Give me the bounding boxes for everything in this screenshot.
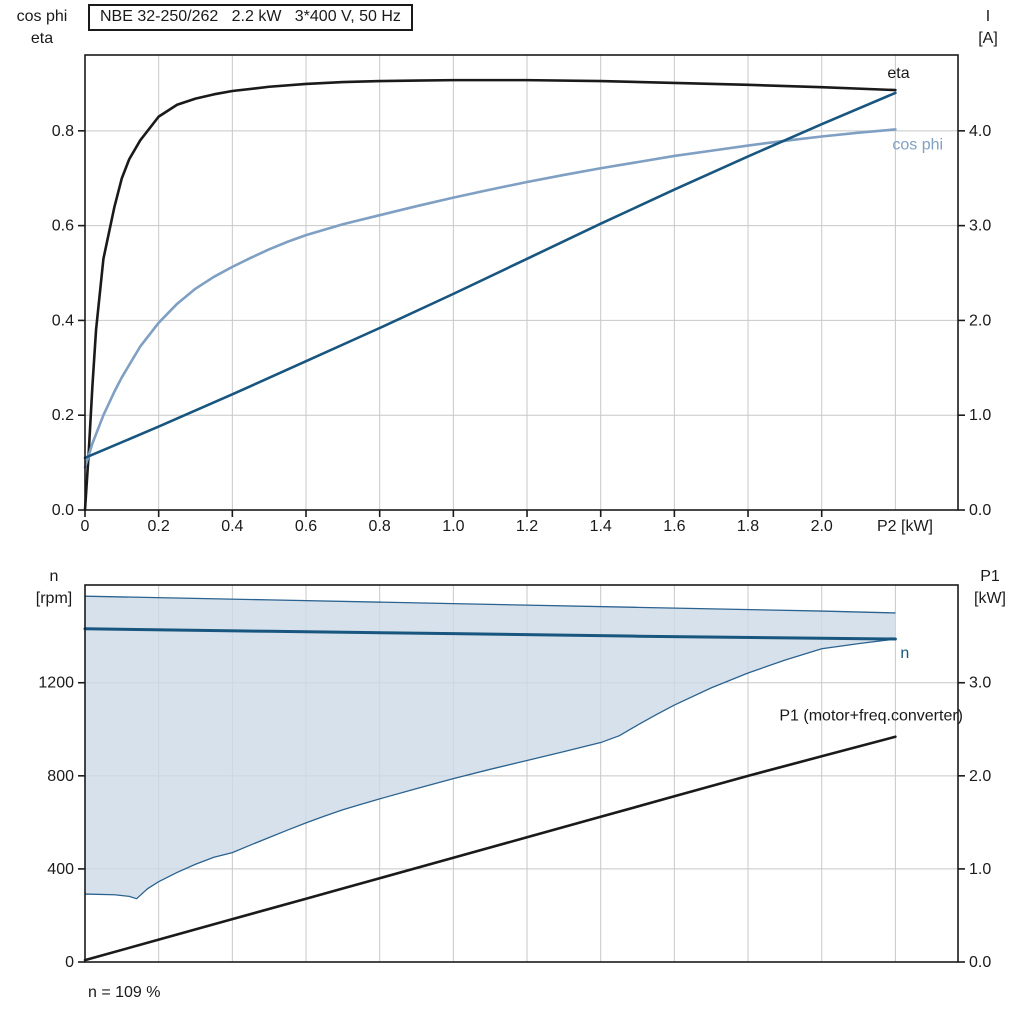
axis-title: cos phi bbox=[17, 8, 68, 25]
curve-label-n: n bbox=[900, 645, 909, 662]
axis-tick-label: 1.6 bbox=[663, 518, 685, 535]
axis-tick-label: 2.0 bbox=[969, 312, 991, 329]
x-axis-label: P2 [kW] bbox=[877, 518, 933, 535]
axis-tick-label: 4.0 bbox=[969, 123, 991, 140]
curve-label-p1: P1 (motor+freq.converter) bbox=[779, 708, 963, 725]
pump-title-box: NBE 32-250/262 2.2 kW 3*400 V, 50 Hz bbox=[88, 4, 413, 31]
chart-speed-power: 0 400 800 1200 n [rpm] 0.0 1.0 2.0 3.0 P1 [kW] n P1 (… bbox=[36, 568, 1006, 971]
axis-tick-label: 1.8 bbox=[737, 518, 759, 535]
axis-tick-label: 1200 bbox=[38, 675, 74, 692]
curve-p1 bbox=[83, 735, 897, 962]
region-boundary-upper bbox=[84, 595, 896, 614]
axis-tick-label: 0.8 bbox=[52, 123, 74, 140]
axis-tick-label: 0.4 bbox=[52, 312, 74, 329]
axis-title: n bbox=[50, 568, 59, 585]
curve-label-cos-phi: cos phi bbox=[892, 136, 943, 153]
axis-tick-label: 1.2 bbox=[516, 518, 538, 535]
axis-tick-label: 3.0 bbox=[969, 218, 991, 235]
axis-tick-label: 1.4 bbox=[590, 518, 612, 535]
axis-tick-label: 0.2 bbox=[52, 407, 74, 424]
axis-title: I bbox=[986, 8, 990, 25]
axis-tick-label: 0 bbox=[65, 954, 74, 971]
curve-cos-phi bbox=[83, 128, 897, 469]
axis-tick-label: 0 bbox=[81, 518, 90, 535]
axis-tick-label: 1.0 bbox=[969, 861, 991, 878]
plot-frame bbox=[84, 584, 959, 963]
axis-title: eta bbox=[31, 30, 53, 47]
curve-eta bbox=[83, 78, 897, 512]
plot-frame bbox=[84, 54, 959, 511]
axis-tick-label: 0.2 bbox=[148, 518, 170, 535]
axis-tick-label: 400 bbox=[47, 861, 74, 878]
axis-title: P1 bbox=[980, 568, 1000, 585]
axis-tick-label: 1.0 bbox=[442, 518, 464, 535]
axis-tick-label: 0.4 bbox=[221, 518, 243, 535]
curve-label-eta: eta bbox=[887, 65, 909, 82]
axis-tick-label: 0.6 bbox=[295, 518, 317, 535]
axis-tick-label: 1.0 bbox=[969, 407, 991, 424]
axis-tick-label: 0.0 bbox=[969, 954, 991, 971]
region-boundary-lower bbox=[84, 638, 896, 900]
speed-operating-region bbox=[85, 596, 896, 899]
axis-title: [A] bbox=[978, 30, 998, 47]
axis-tick-label: 0.6 bbox=[52, 218, 74, 235]
axis-tick-label: 0.0 bbox=[969, 502, 991, 519]
axis-tick-label: 2.0 bbox=[969, 768, 991, 785]
axis-tick-label: 0.0 bbox=[52, 502, 74, 519]
curve-current bbox=[83, 91, 897, 460]
axis-tick-label: 3.0 bbox=[969, 675, 991, 692]
axis-title: [rpm] bbox=[36, 590, 72, 607]
axis-title: [kW] bbox=[974, 590, 1006, 607]
axis-tick-label: 0.8 bbox=[369, 518, 391, 535]
chart-motor-performance: 0.0 0.2 0.4 0.6 0.8 cos phi eta 0.0 1.0 2.0 3.0 4.0… bbox=[17, 8, 998, 535]
axis-tick-label: 800 bbox=[47, 768, 74, 785]
axis-tick-label: 2.0 bbox=[811, 518, 833, 535]
curve-n bbox=[83, 627, 897, 641]
speed-percentage-note: n = 109 % bbox=[88, 984, 161, 1001]
